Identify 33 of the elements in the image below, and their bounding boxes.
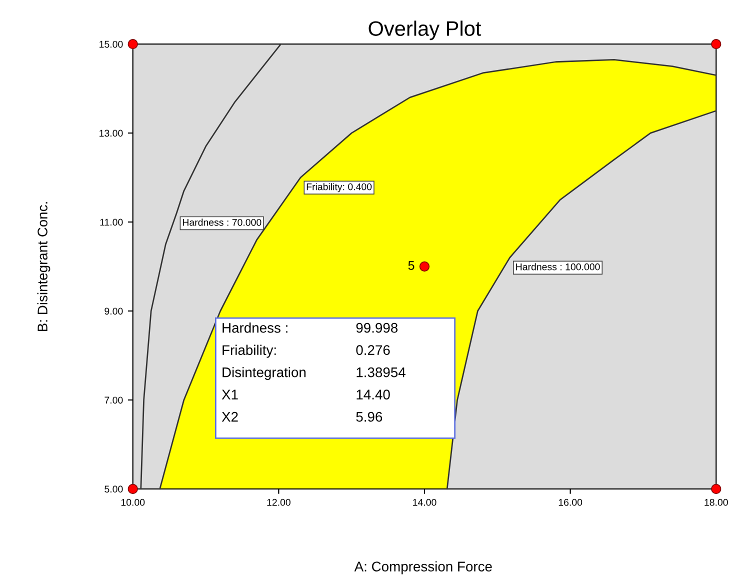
annotation: X2 [222, 412, 238, 422]
x-axis-title: A: Compression Force [354, 561, 492, 574]
y-tick-label: 15.00 [100, 40, 123, 48]
annotation: X1 [222, 390, 238, 400]
annotation: 5.96 [356, 412, 382, 422]
y-tick-label: 13.00 [100, 130, 123, 137]
x-tick-label: 16.00 [558, 498, 582, 506]
annotation: 14.40 [356, 390, 390, 400]
y-tick-label: 7.00 [104, 396, 123, 404]
annotation: 0.276 [356, 345, 390, 356]
annotation: 1.38954 [356, 367, 406, 378]
annotation: Friability: [222, 344, 276, 358]
point [128, 39, 138, 50]
annotation: 99.998 [356, 322, 398, 333]
annotation: 5 [408, 261, 414, 270]
point [711, 39, 722, 50]
y-tick-label: 11.00 [100, 218, 123, 226]
x-tick-label: 10.00 [121, 498, 145, 506]
y-tick-label: 5.00 [104, 486, 123, 493]
annotation: Hardness : 70.000 [182, 218, 262, 226]
y-axis-title: B: Disintegrant Conc. [37, 202, 50, 331]
annotation: Hardness : [222, 322, 288, 333]
point [419, 261, 430, 272]
point [711, 484, 722, 494]
chart-title: Overlay Plot [368, 20, 482, 40]
x-tick-label: 18.00 [704, 498, 728, 506]
y-tick-label: 9.00 [104, 308, 123, 315]
annotation: Hardness : 100.000 [516, 263, 600, 270]
annotation: Friability: 0.400 [306, 183, 372, 192]
x-tick-label: 14.00 [413, 498, 436, 506]
point [128, 484, 138, 494]
x-tick-label: 12.00 [267, 498, 290, 506]
annotation: Disintegration [222, 367, 306, 380]
